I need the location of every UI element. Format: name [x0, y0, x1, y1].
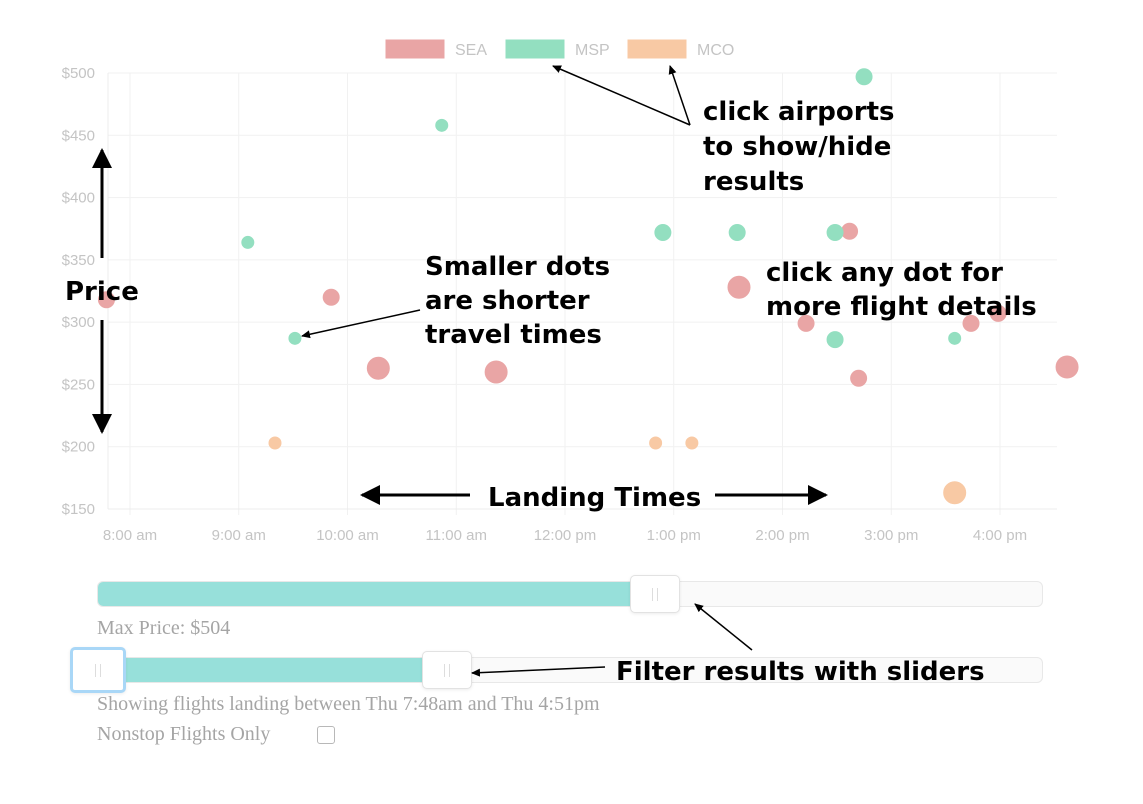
legend-note-line: results [703, 167, 804, 197]
x-tick-label: 10:00 am [316, 527, 379, 544]
landing-range-label: Showing flights landing between Thu 7:48… [97, 693, 600, 715]
max-price-label: Max Price: $504 [97, 617, 231, 639]
nonstop-checkbox[interactable] [317, 726, 335, 744]
x-tick-label: 1:00 pm [647, 527, 701, 544]
y-axis: $500 $450 $400 $350 $300 $250 $200 $150 [62, 65, 95, 518]
y-tick-label: $150 [62, 501, 95, 518]
x-tick-label: 4:00 pm [973, 527, 1027, 544]
y-tick-label: $350 [62, 252, 95, 269]
data-point-mco[interactable] [268, 436, 282, 450]
data-point-sea[interactable] [322, 288, 340, 306]
max-price-slider-track[interactable] [97, 581, 1043, 607]
data-point-msp[interactable] [654, 223, 672, 241]
price-scatter-chart: $500 $450 $400 $350 $300 $250 $200 $150 8:00 am… [62, 38, 1079, 544]
data-point-msp[interactable] [826, 331, 844, 349]
slider-note-arrow [471, 666, 606, 677]
click-note-line: click any dot for [766, 258, 1003, 288]
y-tick-label: $500 [62, 65, 95, 82]
data-point-msp[interactable] [948, 331, 962, 345]
chart-grid [107, 72, 1057, 515]
legend-note-arrow [552, 65, 691, 126]
legend-note-line: to show/hide [703, 132, 891, 162]
data-point-sea[interactable] [484, 360, 508, 384]
landing-range-max-handle[interactable] [422, 651, 473, 689]
y-tick-label: $400 [62, 190, 95, 207]
legend-note-arrow [668, 65, 691, 126]
data-point-msp[interactable] [855, 68, 873, 86]
data-point-msp[interactable] [728, 223, 746, 241]
slider-note: Filter results with sliders [616, 657, 985, 687]
legend-label: SEA [455, 42, 487, 59]
dots-note-arrow [301, 309, 421, 339]
price-label: Price [65, 277, 139, 307]
y-tick-label: $300 [62, 314, 95, 331]
data-point-sea[interactable] [962, 314, 980, 332]
max-price-slider-handle[interactable] [630, 575, 681, 613]
y-tick-label: $250 [62, 376, 95, 393]
slider-note-layer: Filter results with sliders [471, 657, 985, 687]
data-point-msp[interactable] [241, 235, 255, 249]
x-tick-label: 8:00 am [103, 527, 157, 544]
data-point-sea[interactable] [797, 314, 815, 332]
click-note-line: more flight details [766, 292, 1037, 322]
data-point-sea[interactable] [366, 356, 390, 380]
chart-legend: SEA MSP MCO [384, 38, 734, 60]
legend-swatch [504, 38, 566, 60]
legend-swatch [384, 38, 446, 60]
chart-points [97, 68, 1079, 505]
data-point-msp[interactable] [288, 331, 302, 345]
landing-range-slider-fill [98, 658, 449, 682]
dots-note-line: travel times [425, 320, 602, 350]
x-tick-label: 2:00 pm [755, 527, 809, 544]
landing-times-label: Landing Times [488, 483, 701, 513]
data-point-sea[interactable] [97, 291, 115, 309]
annotation-layer: click airports to show/hide results Pric… [65, 65, 1037, 513]
legend-label: MCO [697, 42, 734, 59]
data-point-sea[interactable] [989, 304, 1007, 322]
legend-item-sea[interactable]: SEA [384, 38, 487, 60]
data-point-sea[interactable] [1055, 355, 1079, 379]
y-tick-label: $200 [62, 439, 95, 456]
x-tick-label: 3:00 pm [864, 527, 918, 544]
dots-note-line: are shorter [425, 286, 590, 316]
x-tick-label: 9:00 am [212, 527, 266, 544]
data-point-sea[interactable] [850, 369, 868, 387]
legend-item-mco[interactable]: MCO [626, 38, 734, 60]
landing-range-slider-track[interactable] [97, 657, 1043, 683]
slider-note-arrow [694, 603, 753, 651]
max-price-slider-fill [98, 582, 657, 606]
slider-note-arrow-layer [694, 603, 753, 651]
legend-swatch [626, 38, 688, 60]
legend-note-line: click airports [703, 97, 894, 127]
y-tick-label: $450 [62, 127, 95, 144]
dots-note-line: Smaller dots [425, 252, 610, 282]
data-point-sea[interactable] [841, 222, 859, 240]
data-point-mco[interactable] [649, 436, 663, 450]
nonstop-label: Nonstop Flights Only [97, 723, 271, 745]
x-axis: 8:00 am 9:00 am 10:00 am 11:00 am 12:00 pm 1:… [103, 527, 1027, 544]
x-tick-label: 12:00 pm [534, 527, 597, 544]
legend-label: MSP [575, 42, 610, 59]
data-point-msp[interactable] [826, 223, 844, 241]
data-point-sea[interactable] [727, 275, 751, 299]
data-point-mco[interactable] [943, 481, 967, 505]
landing-range-min-handle[interactable] [70, 647, 126, 693]
data-point-mco[interactable] [685, 436, 699, 450]
x-tick-label: 11:00 am [426, 527, 487, 544]
legend-item-msp[interactable]: MSP [504, 38, 610, 60]
data-point-msp[interactable] [435, 118, 449, 132]
